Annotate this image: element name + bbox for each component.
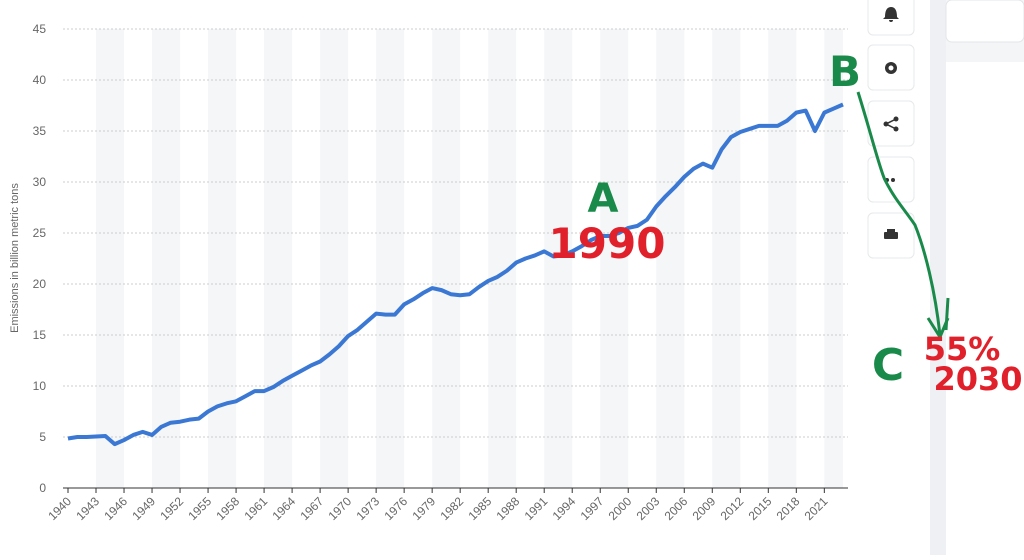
x-tick-label: 1976 (381, 494, 410, 523)
annotation: 2030 (933, 360, 1022, 398)
annotation: 55% (924, 330, 1001, 368)
bell-icon (883, 7, 899, 22)
cite-button[interactable] (867, 156, 915, 203)
x-band (488, 29, 517, 488)
x-tick-label: 2003 (634, 494, 663, 523)
side-card (946, 62, 1024, 555)
data-line (67, 102, 844, 447)
y-tick-label: 15 (33, 328, 47, 342)
x-tick-label: 2006 (662, 494, 691, 523)
annotation: B (829, 47, 861, 96)
x-tick-label: 1979 (409, 494, 438, 523)
y-axis-label: Emissions in billion metric tons (9, 183, 21, 333)
x-tick-label: 1943 (73, 494, 102, 523)
y-tick-label: 35 (33, 124, 47, 138)
x-tick-label: 1940 (45, 494, 74, 523)
x-tick-label: 1997 (578, 494, 607, 523)
x-band (264, 29, 293, 488)
x-band (432, 29, 461, 488)
x-tick-label: 2021 (802, 494, 831, 523)
annotation: A (588, 176, 619, 222)
x-tick-label: 2015 (746, 494, 775, 523)
x-band (600, 29, 629, 488)
share-lines (884, 118, 897, 130)
y-tick-label: 40 (33, 73, 47, 87)
x-tick-label: 1988 (494, 494, 523, 523)
plot (67, 102, 844, 447)
quote-icon (891, 178, 895, 182)
x-tick-label: 2000 (606, 494, 635, 523)
y-tick-label: 25 (33, 226, 47, 240)
annotation: C (872, 340, 904, 391)
bands (96, 29, 843, 488)
x-tick-label: 1949 (129, 494, 158, 523)
y-tick-label: 10 (33, 379, 47, 393)
print-icon (884, 232, 898, 239)
toolbar (867, 0, 915, 259)
x-tick-label: 1961 (241, 494, 270, 523)
x-tick-label: 1994 (550, 494, 579, 523)
x-band (96, 29, 125, 488)
x-band (320, 29, 349, 488)
print-top (887, 229, 895, 232)
x-tick-label: 1964 (269, 494, 298, 523)
x-tick-label: 1970 (325, 494, 354, 523)
x-band (376, 29, 405, 488)
y-tick-label: 45 (33, 22, 47, 36)
x-tick-label: 1955 (185, 494, 214, 523)
y-tick-label: 30 (33, 175, 47, 189)
x-tick-label: 1991 (522, 494, 551, 523)
y-tick-label: 0 (39, 481, 46, 495)
x-tick-label: 1967 (297, 494, 326, 523)
x-tick-label: 1982 (438, 494, 467, 523)
x-band (208, 29, 237, 488)
x-band (656, 29, 685, 488)
x-tick-label: 1958 (213, 494, 242, 523)
share-button[interactable] (867, 100, 915, 147)
x-tick-label: 1973 (353, 494, 382, 523)
x-tick-label: 1985 (466, 494, 495, 523)
side-card-top (945, 0, 1024, 43)
x-tick-label: 2018 (774, 494, 803, 523)
y-tick-label: 20 (33, 277, 47, 291)
gear-hole (888, 65, 894, 71)
y-tick-label: 5 (39, 430, 46, 444)
grid (63, 28, 848, 493)
x-band (152, 29, 181, 488)
x-band (824, 29, 843, 488)
x-band (712, 29, 741, 488)
scroll-strip (930, 0, 946, 555)
x-tick-label: 2009 (690, 494, 719, 523)
annotation-arrow (856, 91, 950, 341)
toolbar-icons (883, 7, 899, 239)
x-tick-label: 1946 (101, 494, 130, 523)
x-band (544, 29, 573, 488)
x-tick-label: 2012 (718, 494, 747, 523)
x-tick-label: 1952 (157, 494, 186, 523)
annotation: 1990 (549, 219, 666, 268)
x-band (768, 29, 797, 488)
